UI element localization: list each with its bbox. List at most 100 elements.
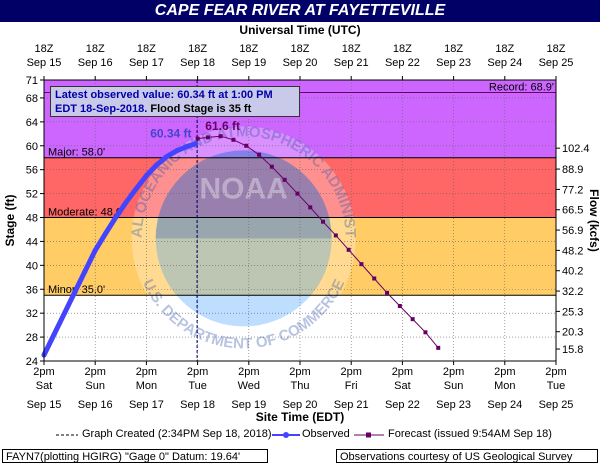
- y-tick-label: 56: [26, 165, 38, 177]
- y-tick-label: 48: [26, 213, 38, 225]
- forecast-point: [397, 303, 402, 308]
- bottom-tick-label-day: Mon: [136, 380, 157, 392]
- forecast-point: [321, 219, 326, 224]
- observed-point: [164, 154, 170, 160]
- bottom-tick-label-date: Sep 22: [385, 399, 420, 411]
- top-tick-label-utc: 18Z: [393, 43, 412, 55]
- top-tick-label-utc: 18Z: [495, 43, 514, 55]
- forecast-peak-label: 61.6 ft: [205, 119, 240, 133]
- top-tick-label-utc: 18Z: [86, 43, 105, 55]
- top-tick-label-date: Sep 19: [231, 57, 266, 69]
- bottom-tick-label-date: Sep 17: [129, 399, 164, 411]
- callout-line1: Latest observed value: 60.34 ft at 1:00 …: [55, 89, 273, 101]
- observed-point: [133, 186, 139, 192]
- observed-point: [92, 247, 98, 253]
- footer-credit: Observations courtesy of US Geological S…: [336, 449, 598, 463]
- bottom-tick-label-time: 2pm: [33, 366, 54, 378]
- flow-tick-label: 25.3: [562, 306, 583, 318]
- bottom-tick-label-time: 2pm: [136, 366, 157, 378]
- latest-observed-callout: Latest observed value: 60.34 ft at 1:00 …: [50, 86, 300, 117]
- bottom-tick-label-date: Sep 15: [27, 399, 62, 411]
- callout-line2-date: EDT 18-Sep-2018.: [55, 103, 148, 115]
- flow-tick-label: 66.5: [562, 205, 583, 217]
- top-tick-label-date: Sep 15: [27, 57, 62, 69]
- legend-observed-label: Observed: [302, 428, 350, 440]
- top-tick-label-utc: 18Z: [239, 43, 258, 55]
- watermark-center: NOAA: [200, 172, 288, 205]
- y-axis-title-right: Flow (kcfs): [587, 189, 600, 252]
- bottom-tick-label-day: Sat: [36, 380, 53, 392]
- observed-point: [123, 200, 129, 206]
- observed-point: [184, 143, 190, 149]
- legend-observed-marker: [283, 432, 289, 438]
- bottom-axis-title: Site Time (EDT): [256, 410, 344, 424]
- top-tick-label-utc: 18Z: [35, 43, 54, 55]
- top-tick-label-date: Sep 17: [129, 57, 164, 69]
- bottom-tick-label-day: Tue: [547, 380, 566, 392]
- y-tick-label: 52: [26, 189, 38, 201]
- observed-point: [82, 268, 88, 274]
- bottom-tick-label-time: 2pm: [392, 366, 413, 378]
- forecast-point: [269, 164, 274, 169]
- bottom-tick-label-day: Mon: [494, 380, 515, 392]
- top-tick-label-utc: 18Z: [291, 43, 310, 55]
- y-tick-label: 64: [26, 117, 38, 129]
- top-tick-label-date: Sep 16: [78, 57, 113, 69]
- observed-point: [174, 148, 180, 154]
- flow-tick-label: 88.9: [562, 164, 583, 176]
- y-tick-label: 32: [26, 308, 38, 320]
- y-tick-label: 71: [26, 75, 38, 87]
- forecast-point: [346, 247, 351, 252]
- forecast-point: [282, 177, 287, 182]
- legend-forecast-label: Forecast (issued 9:54AM Sep 18): [388, 428, 552, 440]
- bottom-tick-label-date: Sep 16: [78, 399, 113, 411]
- bottom-tick-label-day: Sun: [444, 380, 464, 392]
- top-tick-label-date: Sep 22: [385, 57, 420, 69]
- top-tick-label-utc: 18Z: [137, 43, 156, 55]
- y-tick-label: 36: [26, 284, 38, 296]
- bottom-tick-label-time: 2pm: [289, 366, 310, 378]
- bottom-tick-label-date: Sep 21: [334, 399, 369, 411]
- y-tick-label: 40: [26, 260, 38, 272]
- top-tick-label-date: Sep 18: [180, 57, 215, 69]
- bottom-tick-label-date: Sep 20: [283, 399, 318, 411]
- forecast-point: [333, 233, 338, 238]
- legend-forecast-marker: [366, 432, 371, 438]
- flow-tick-label: 48.2: [562, 245, 583, 257]
- bottom-tick-label-date: Sep 18: [180, 399, 215, 411]
- bottom-tick-label-time: 2pm: [187, 366, 208, 378]
- y-tick-label: 28: [26, 332, 38, 344]
- forecast-point: [436, 345, 441, 350]
- observed-point: [143, 173, 149, 179]
- bottom-tick-label-date: Sep 19: [231, 399, 266, 411]
- watermark-seal-outer: [131, 126, 356, 351]
- legend: Graph Created (2:34PM Sep 18, 2018) Obse…: [0, 427, 600, 443]
- flow-tick-label: 40.2: [562, 266, 583, 278]
- bottom-tick-label-time: 2pm: [545, 366, 566, 378]
- forecast-point: [257, 152, 262, 157]
- title-bar: [0, 0, 600, 22]
- observed-point: [154, 162, 160, 168]
- bottom-tick-label-day: Wed: [238, 380, 260, 392]
- bottom-tick-label-time: 2pm: [340, 366, 361, 378]
- y-tick-label: 68: [26, 93, 38, 105]
- y-tick-label: 44: [26, 236, 38, 248]
- callout-line2: EDT 18-Sep-2018. Flood Stage is 35 ft: [55, 102, 295, 116]
- y-axis-title-left: Stage (ft): [3, 195, 17, 247]
- flow-tick-label: 32.2: [562, 286, 583, 298]
- forecast-point: [308, 205, 313, 210]
- bottom-tick-label-date: Sep 24: [487, 399, 522, 411]
- bottom-tick-label-day: Sat: [394, 380, 411, 392]
- chart-title: CAPE FEAR RIVER AT FAYETTEVILLE: [154, 2, 446, 19]
- observed-point: [113, 215, 119, 221]
- top-tick-label-date: Sep 24: [487, 57, 522, 69]
- forecast-point: [372, 276, 377, 281]
- forecast-point: [195, 136, 200, 141]
- legend-graph-created-label: Graph Created (2:34PM Sep 18, 2018): [82, 428, 272, 440]
- top-tick-label-date: Sep 23: [436, 57, 471, 69]
- bottom-tick-label-date: Sep 25: [539, 399, 574, 411]
- flow-tick-label: 77.2: [562, 184, 583, 196]
- watermark-seal-wing: [155, 150, 332, 239]
- flow-tick-label: 56.9: [562, 225, 583, 237]
